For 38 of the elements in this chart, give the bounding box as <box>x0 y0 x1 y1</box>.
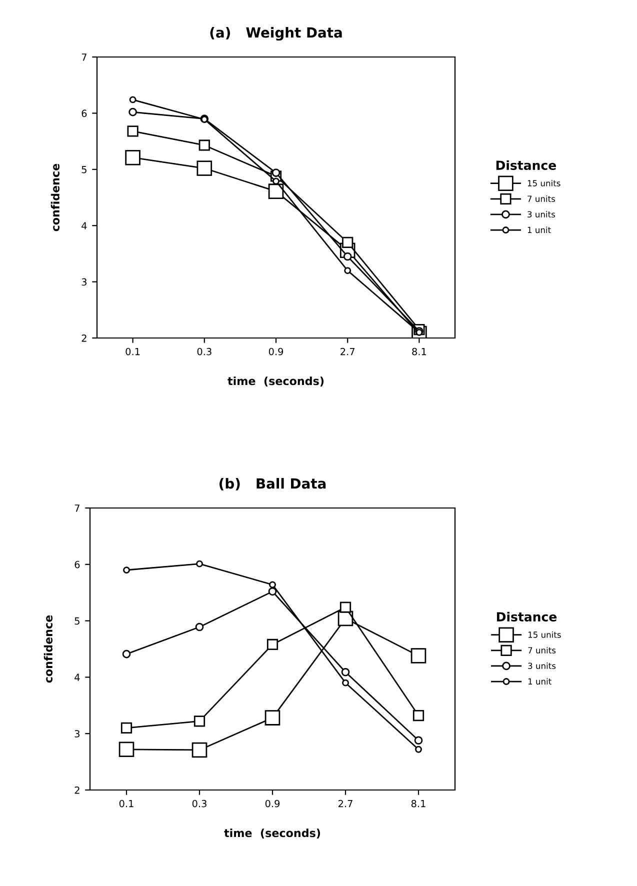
legend-label: 1 unit <box>528 678 552 685</box>
x-tick-label: 0.1 <box>126 348 140 356</box>
x-tick-label: 2.7 <box>340 348 354 356</box>
y-tick-label: 5 <box>82 166 86 174</box>
legend-label: 15 units <box>528 180 560 186</box>
x-tick-label: 0.9 <box>265 800 280 808</box>
y-tick-label: 7 <box>74 504 80 512</box>
x-tick-label: 0.9 <box>268 348 284 356</box>
y-tick-label: 4 <box>74 674 80 681</box>
y-axis-title: confidence <box>44 615 52 683</box>
x-tick-label: 0.1 <box>119 800 134 808</box>
y-tick-label: 5 <box>74 617 80 625</box>
x-tick-label: 2.7 <box>338 800 352 808</box>
legend-label: 15 units <box>528 631 561 638</box>
legend-label: 7 units <box>528 195 556 202</box>
legend-label: 7 units <box>528 646 556 654</box>
legend-title: Distance <box>496 612 557 622</box>
y-axis-title: confidence <box>50 164 60 232</box>
y-tick-label: 2 <box>74 786 80 794</box>
y-tick-label: 3 <box>82 278 86 286</box>
x-axis-title: time (seconds) <box>228 376 324 386</box>
x-axis-title: time (seconds) <box>224 828 320 838</box>
y-tick-label: 6 <box>74 560 80 568</box>
x-tick-label: 8.1 <box>411 800 426 808</box>
legend-label: 3 units <box>528 662 556 669</box>
chart-title: (a) Weight Data <box>210 27 342 41</box>
chart-title: (b) Ball Data <box>220 478 326 490</box>
y-tick-label: 7 <box>82 54 86 61</box>
x-tick-label: 0.3 <box>192 800 206 808</box>
legend-label: 1 unit <box>528 226 551 234</box>
x-tick-label: 0.3 <box>197 348 212 356</box>
y-tick-label: 6 <box>82 110 87 118</box>
y-tick-label: 4 <box>82 222 87 230</box>
y-tick-label: 3 <box>74 730 80 738</box>
legend-label: 3 units <box>528 211 556 218</box>
y-tick-label: 2 <box>82 334 86 342</box>
x-tick-label: 8.1 <box>412 348 426 356</box>
legend-title: Distance <box>496 160 556 170</box>
